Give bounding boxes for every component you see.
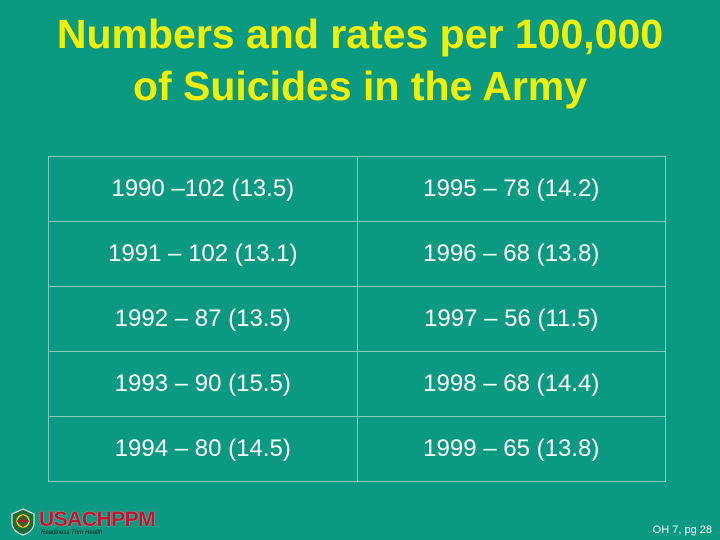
title-line-1: Numbers and rates per 100,000 bbox=[56, 11, 664, 57]
logo-name: USACHPPM bbox=[39, 507, 156, 531]
table-row: 1994 – 80 (14.5) 1999 – 65 (13.8) bbox=[48, 416, 666, 482]
table-cell: 1991 – 102 (13.1) bbox=[48, 221, 358, 287]
table-cell: 1993 – 90 (15.5) bbox=[48, 351, 358, 417]
logo-tagline: Readiness Thru Health bbox=[41, 529, 103, 536]
table-cell: 1994 – 80 (14.5) bbox=[48, 416, 358, 482]
table-cell: 1997 – 56 (11.5) bbox=[356, 286, 666, 352]
table-cell: 1995 – 78 (14.2) bbox=[356, 156, 666, 222]
table-cell: 1998 – 68 (14.4) bbox=[356, 351, 666, 417]
seal-icon bbox=[11, 508, 35, 536]
table-cell: 1996 – 68 (13.8) bbox=[356, 221, 666, 287]
table-row: 1993 – 90 (15.5) 1998 – 68 (14.4) bbox=[48, 351, 666, 417]
table-row: 1990 –102 (13.5) 1995 – 78 (14.2) bbox=[48, 156, 666, 222]
table-row: 1992 – 87 (13.5) 1997 – 56 (11.5) bbox=[48, 286, 666, 352]
title-line-2: of Suicides in the Army bbox=[132, 63, 588, 109]
usachppm-logo: USACHPPM Readiness Thru Health bbox=[10, 505, 156, 539]
table-cell: 1990 –102 (13.5) bbox=[48, 156, 358, 222]
slide-title: Numbers and rates per 100,000 of Suicide… bbox=[0, 8, 720, 112]
table-row: 1991 – 102 (13.1) 1996 – 68 (13.8) bbox=[48, 221, 666, 287]
table-cell: 1999 – 65 (13.8) bbox=[356, 416, 666, 482]
suicide-data-table: 1990 –102 (13.5) 1995 – 78 (14.2) 1991 –… bbox=[48, 156, 666, 482]
table-cell: 1992 – 87 (13.5) bbox=[48, 286, 358, 352]
page-reference: OH 7, pg 28 bbox=[652, 524, 712, 536]
